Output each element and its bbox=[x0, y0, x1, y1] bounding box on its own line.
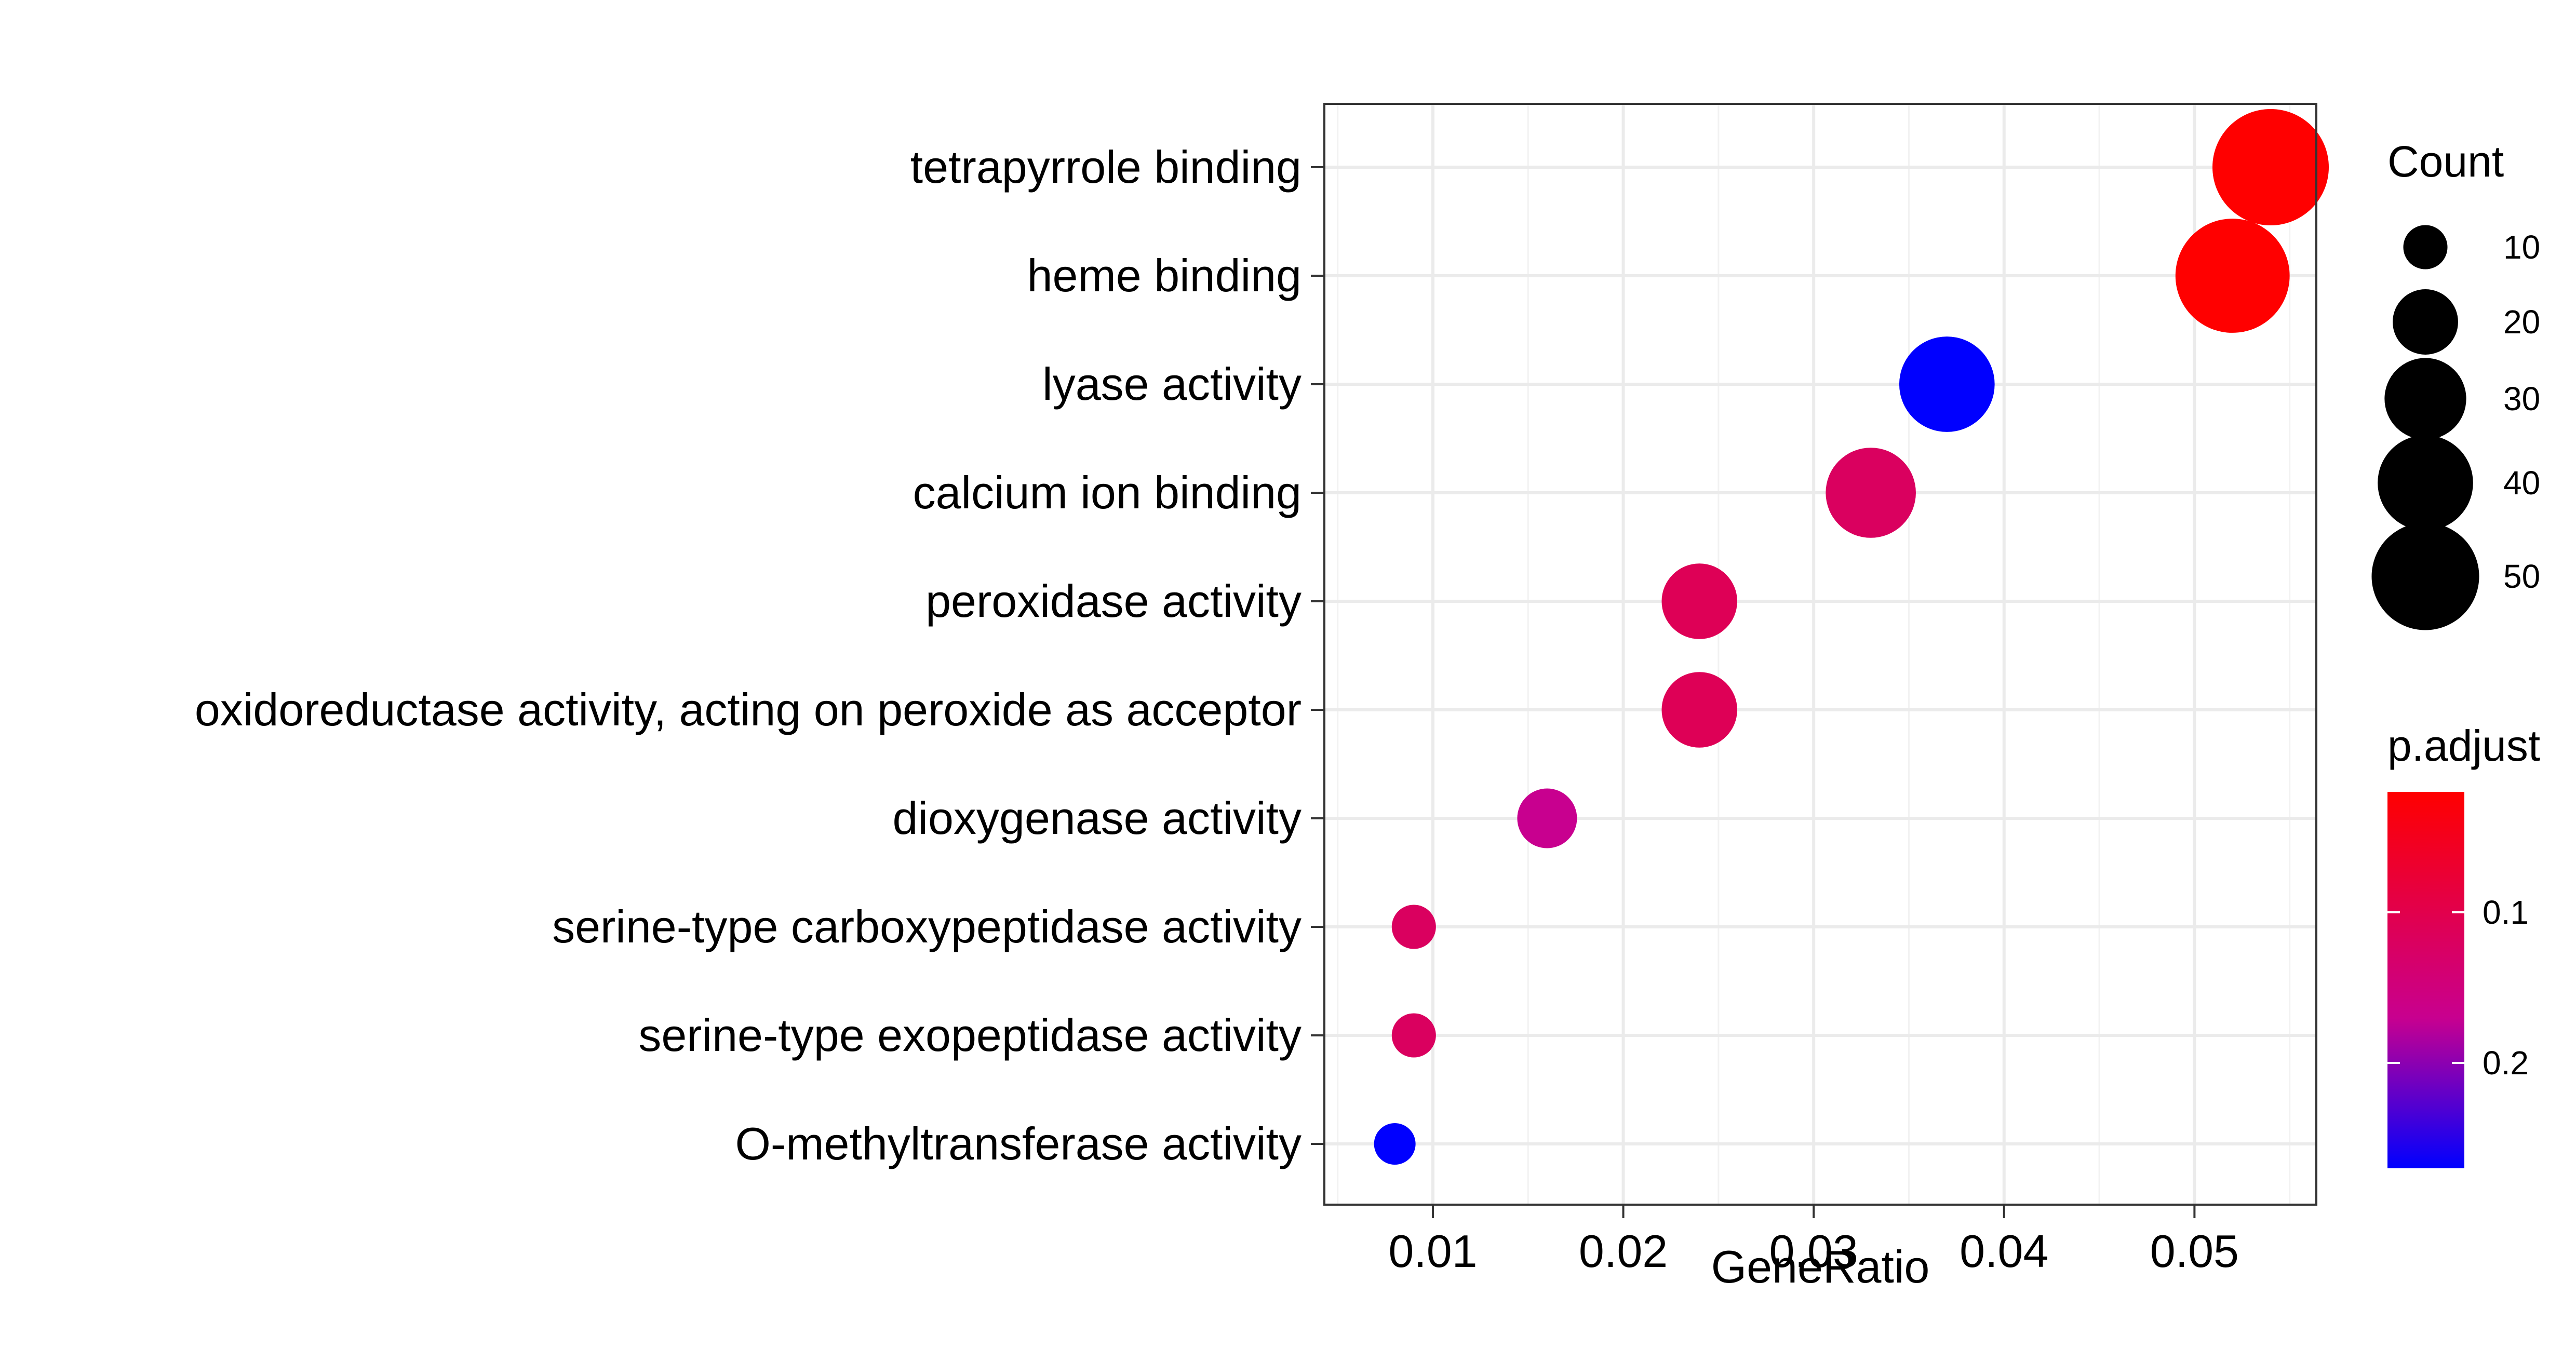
data-point bbox=[2212, 109, 2329, 225]
y-tick-label: serine-type exopeptidase activity bbox=[638, 1009, 1302, 1061]
y-tick-label: oxidoreductase activity, acting on perox… bbox=[195, 684, 1302, 735]
data-point bbox=[1661, 672, 1737, 748]
plot-panel bbox=[1323, 103, 2329, 1206]
data-point bbox=[1391, 1013, 1436, 1058]
p-adjust-colorbar bbox=[2387, 792, 2464, 1168]
count-legend-key bbox=[2371, 522, 2479, 630]
x-axis-title: GeneRatio bbox=[1711, 1241, 1930, 1292]
minor-gridlines bbox=[1337, 104, 2291, 1205]
x-axis: 0.01 0.02 0.03 0.04 0.05 bbox=[1388, 1205, 2239, 1277]
count-legend-label: 30 bbox=[2503, 380, 2540, 417]
colorbar-label: 0.2 bbox=[2483, 1044, 2529, 1082]
y-tick-label: peroxidase activity bbox=[925, 575, 1302, 627]
count-legend-key bbox=[2393, 289, 2458, 355]
count-legend-label: 20 bbox=[2503, 303, 2540, 341]
x-tick-label: 0.02 bbox=[1579, 1225, 1668, 1277]
data-point bbox=[1661, 563, 1737, 639]
count-legend-label: 50 bbox=[2503, 558, 2540, 595]
data-point bbox=[1391, 905, 1436, 949]
y-tick-label: O-methyltransferase activity bbox=[735, 1118, 1302, 1169]
x-tick-label: 0.01 bbox=[1388, 1225, 1477, 1277]
major-gridlines bbox=[1324, 104, 2316, 1205]
data-point bbox=[1826, 448, 1916, 538]
p-adjust-legend-title: p.adjust bbox=[2387, 721, 2540, 770]
panel-border bbox=[1323, 103, 2317, 1206]
count-legend-key bbox=[2378, 435, 2473, 531]
data-point bbox=[2175, 219, 2290, 333]
data-point bbox=[1374, 1123, 1416, 1165]
data-point bbox=[1517, 788, 1577, 848]
y-tick-label: serine-type carboxypeptidase activity bbox=[552, 901, 1302, 952]
x-tick-label: 0.03 bbox=[1769, 1225, 1858, 1277]
y-axis: tetrapyrrole binding heme binding lyase ac… bbox=[195, 141, 1324, 1169]
y-tick-label: dioxygenase activity bbox=[892, 792, 1302, 844]
x-tick-label: 0.04 bbox=[1960, 1225, 2048, 1277]
p-adjust-legend: p.adjust 0.1 0.2 bbox=[2387, 721, 2540, 1168]
y-tick-label: lyase activity bbox=[1042, 358, 1302, 410]
x-tick-label: 0.05 bbox=[2150, 1225, 2239, 1277]
count-legend-key bbox=[2384, 358, 2466, 440]
count-legend-label: 10 bbox=[2503, 228, 2540, 266]
y-tick-label: calcium ion binding bbox=[913, 467, 1302, 518]
count-legend-title: Count bbox=[2387, 137, 2504, 186]
data-point bbox=[1899, 336, 1995, 432]
count-legend: Count 10 20 30 40 50 bbox=[2371, 137, 2540, 630]
data-points bbox=[1374, 109, 2329, 1165]
count-legend-label: 40 bbox=[2503, 464, 2540, 502]
y-tick-label: tetrapyrrole binding bbox=[910, 141, 1302, 193]
y-tick-label: heme binding bbox=[1027, 250, 1302, 301]
count-legend-key bbox=[2403, 225, 2448, 269]
colorbar-label: 0.1 bbox=[2483, 894, 2529, 931]
